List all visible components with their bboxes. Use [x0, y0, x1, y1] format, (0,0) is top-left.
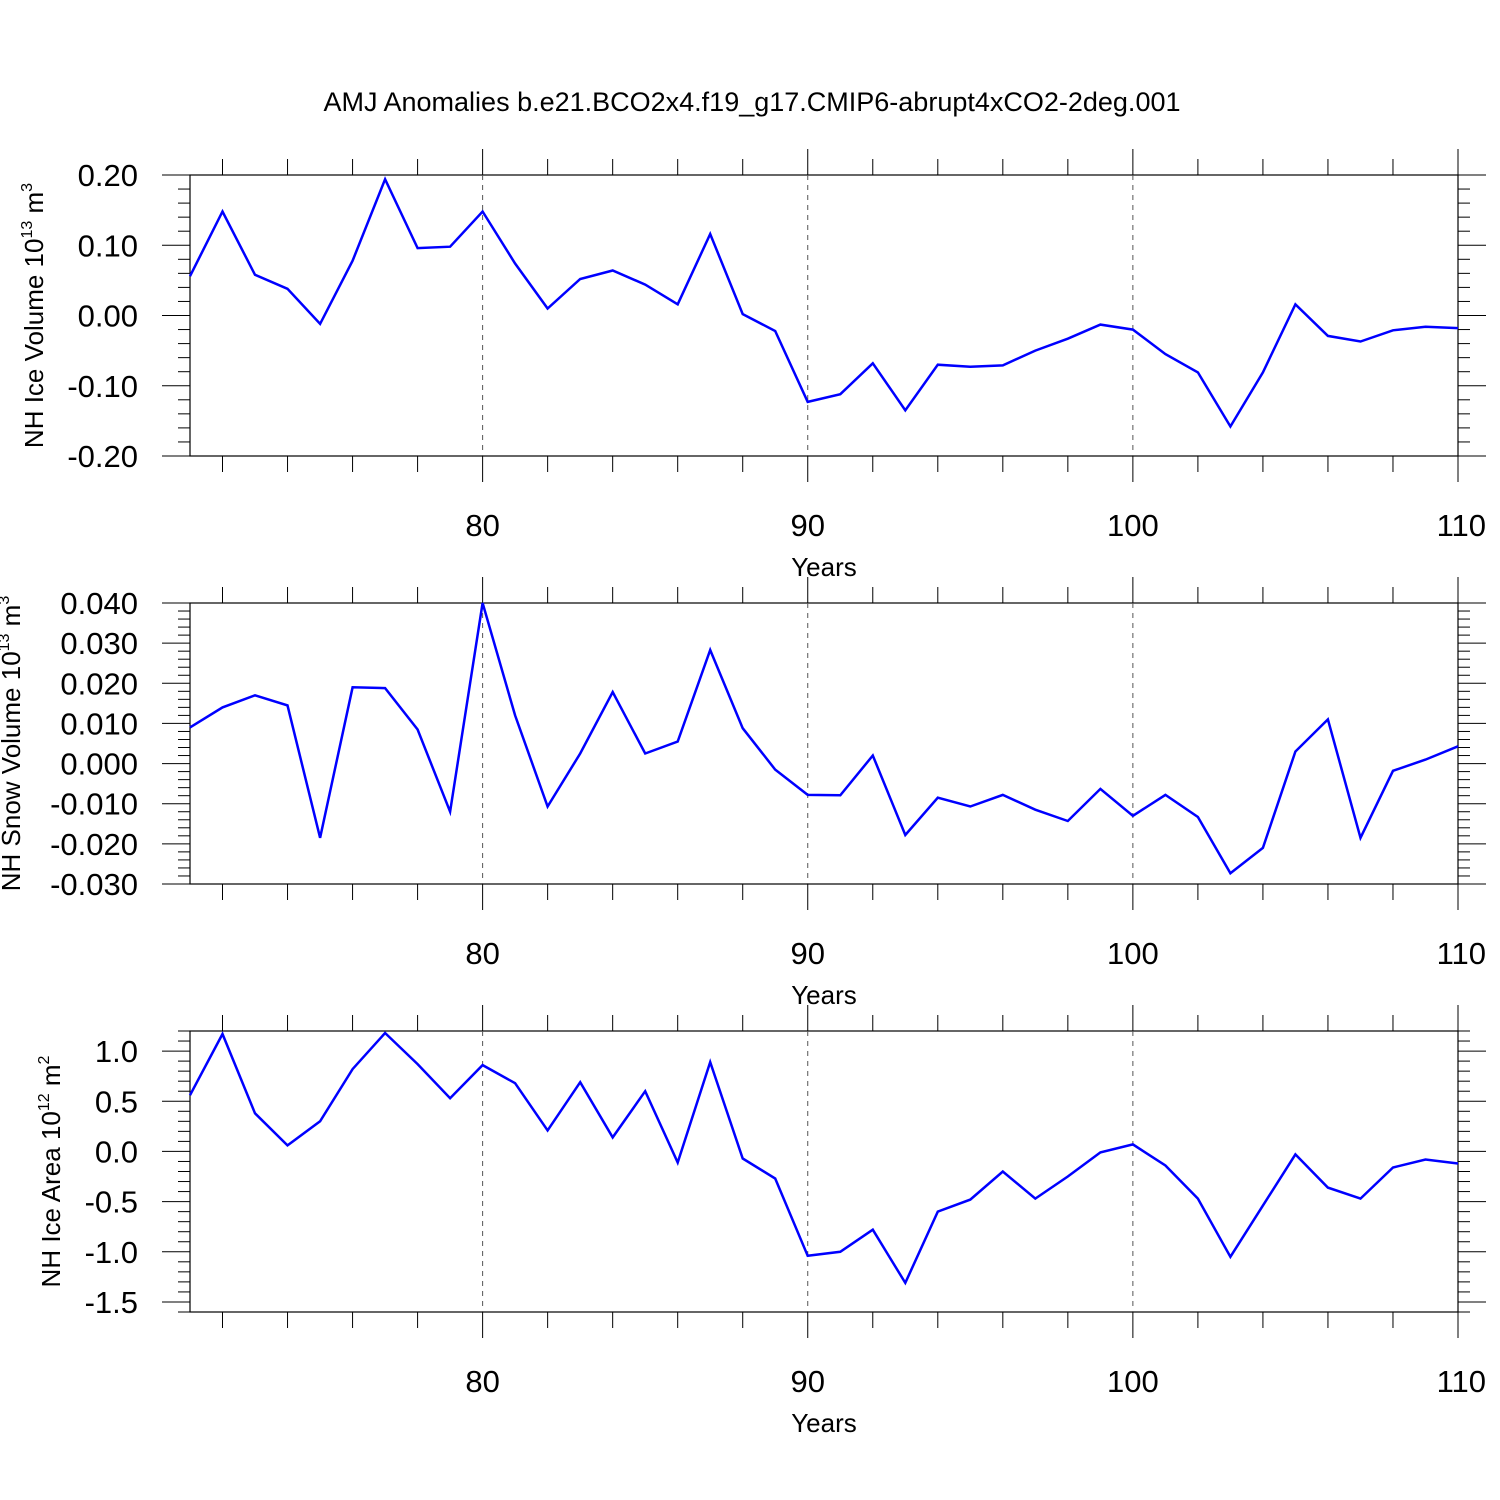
figure-title: AMJ Anomalies b.e21.BCO2x4.f19_g17.CMIP6…	[324, 87, 1181, 117]
y-tick-label: -0.030	[50, 867, 138, 902]
y-tick-label: -0.5	[85, 1185, 138, 1220]
y-tick-label: -1.0	[85, 1235, 138, 1270]
snow-volume-series-line	[189, 602, 1459, 876]
x-tick-label: 90	[791, 1364, 825, 1399]
y-tick-label: 0.10	[78, 228, 138, 263]
snow-volume-xlabel: Years	[791, 980, 857, 1010]
snow-volume-panel: 0.040 0.030 0.020 0.010 0.000 -0.010 -0.020 -0.…	[0, 577, 1486, 1010]
y-tick-label: -0.020	[50, 827, 138, 862]
ice-volume-plot-frame	[189, 174, 1459, 457]
y-tick-label: 0.20	[78, 158, 138, 193]
ice-volume-ylabel-exp: 13	[19, 221, 36, 239]
snow-volume-ylabel-unit-exp: 3	[0, 596, 13, 605]
ice-area-ytick-labels: 1.0 0.5 0.0 -0.5 -1.0 -1.5	[85, 1034, 138, 1320]
snow-volume-vgrid	[482, 603, 1134, 884]
x-tick-label: 80	[465, 508, 499, 543]
ice-volume-ylabel-unit-exp: 3	[19, 183, 36, 192]
ice-area-ylabel-unit: m	[36, 1064, 66, 1093]
snow-volume-ylabel: NH Snow Volume 1013 m3	[0, 596, 26, 892]
ice-area-ylabel: NH Ice Area 1012 m2	[36, 1055, 66, 1287]
ice-area-xlabel: Years	[791, 1408, 857, 1438]
ice-volume-vgrid	[482, 175, 1134, 456]
ice-volume-ylabel-unit: m	[19, 192, 49, 221]
ice-area-plot-frame	[189, 1030, 1459, 1313]
ice-area-ylabel-exp: 12	[36, 1093, 53, 1111]
y-tick-label: 0.010	[60, 706, 138, 741]
x-tick-label: 80	[465, 1364, 499, 1399]
y-tick-label: 0.040	[60, 586, 138, 621]
ice-area-series-line	[188, 1031, 1459, 1286]
ice-area-ticks	[162, 1005, 1486, 1338]
ice-area-panel: 1.0 0.5 0.0 -0.5 -1.0 -1.5 80 90 100 110 Years N…	[36, 1005, 1486, 1438]
ice-volume-xtick-labels: 80 90 100 110	[465, 508, 1486, 543]
x-tick-label: 80	[465, 936, 499, 971]
x-tick-label: 90	[791, 508, 825, 543]
ice-area-ylabel-main: NH Ice Area 10	[36, 1111, 66, 1287]
ice-area-ylabel-unit-exp: 2	[36, 1055, 53, 1064]
ice-volume-ticks	[162, 149, 1486, 482]
x-tick-label: 110	[1437, 1364, 1486, 1399]
snow-volume-ytick-labels: 0.040 0.030 0.020 0.010 0.000 -0.010 -0.020 -0.…	[50, 586, 138, 902]
ice-volume-ylabel-main: NH Ice Volume 10	[19, 239, 49, 449]
y-tick-label: 0.000	[60, 747, 138, 782]
snow-volume-ticks	[162, 577, 1486, 910]
y-tick-label: 0.5	[95, 1084, 138, 1119]
x-tick-label: 100	[1107, 508, 1159, 543]
y-tick-label: 0.030	[60, 626, 138, 661]
snow-volume-ylabel-exp: 13	[0, 633, 13, 651]
ice-volume-series-line	[188, 176, 1459, 429]
ice-area-xtick-labels: 80 90 100 110	[465, 1364, 1486, 1399]
snow-volume-ylabel-main: NH Snow Volume 10	[0, 651, 26, 891]
ice-area-vgrid	[482, 1031, 1134, 1312]
ice-volume-panel: 0.200.100.00-0.10-0.20 80 90 100 110 Years …	[19, 149, 1486, 582]
ice-volume-xlabel: Years	[791, 552, 857, 582]
snow-volume-plot-frame	[189, 602, 1459, 885]
y-tick-label: -0.010	[50, 787, 138, 822]
x-tick-label: 110	[1437, 508, 1486, 543]
y-tick-label: 0.020	[60, 666, 138, 701]
x-tick-label: 90	[791, 936, 825, 971]
y-tick-label: -0.10	[67, 369, 138, 404]
snow-volume-ylabel-unit: m	[0, 605, 26, 634]
y-tick-label: 1.0	[95, 1034, 138, 1069]
x-tick-label: 100	[1107, 936, 1159, 971]
y-tick-label: -1.5	[85, 1285, 138, 1320]
y-tick-label: 0.00	[78, 299, 138, 334]
x-tick-label: 110	[1437, 936, 1486, 971]
ice-volume-ylabel: NH Ice Volume 1013 m3	[19, 183, 49, 448]
y-tick-label: 0.0	[95, 1134, 138, 1169]
snow-volume-xtick-labels: 80 90 100 110	[465, 936, 1486, 971]
ice-volume-ytick-labels: 0.20 0.10 0.00 -0.10 -0.20	[67, 158, 138, 474]
y-tick-label: -0.20	[67, 439, 138, 474]
x-tick-label: 100	[1107, 1364, 1159, 1399]
